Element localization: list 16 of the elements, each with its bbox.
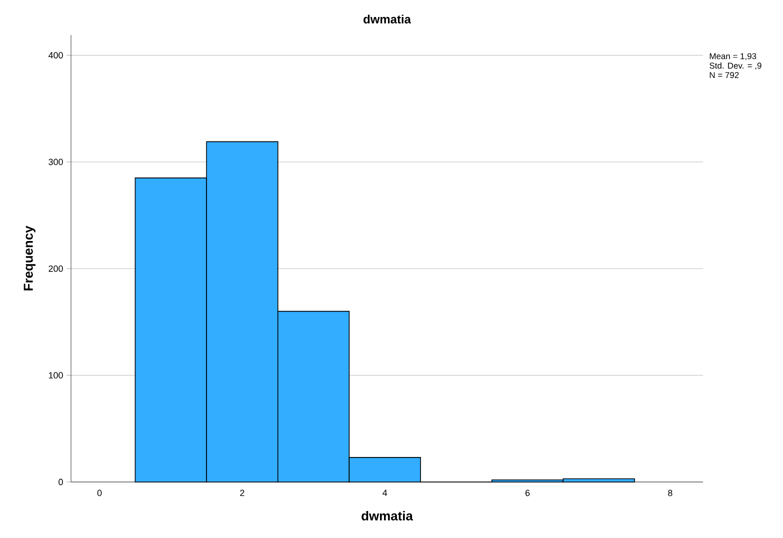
x-tick-label: 8 (668, 490, 672, 496)
x-tick-label: 0 (97, 490, 102, 496)
x-tick-label: 6 (525, 490, 530, 496)
y-tick-label: 300 (48, 158, 63, 166)
x-tick-label: 2 (240, 490, 244, 496)
y-axis-title: Frequency (24, 226, 36, 290)
x-tick-label: 4 (382, 490, 388, 496)
y-tick-label: 100 (48, 372, 63, 378)
chart-title: dwmatia (364, 14, 411, 24)
y-tick-label: 0 (58, 478, 63, 486)
x-axis-title: dwmatia (362, 510, 413, 520)
y-tick-label: 200 (48, 265, 63, 272)
text: Std. Dev. = ,9 (710, 62, 762, 70)
y-tick-label: 400 (48, 52, 63, 58)
text: Mean = 1,93 (710, 53, 756, 60)
text: N = 792 (710, 72, 739, 78)
